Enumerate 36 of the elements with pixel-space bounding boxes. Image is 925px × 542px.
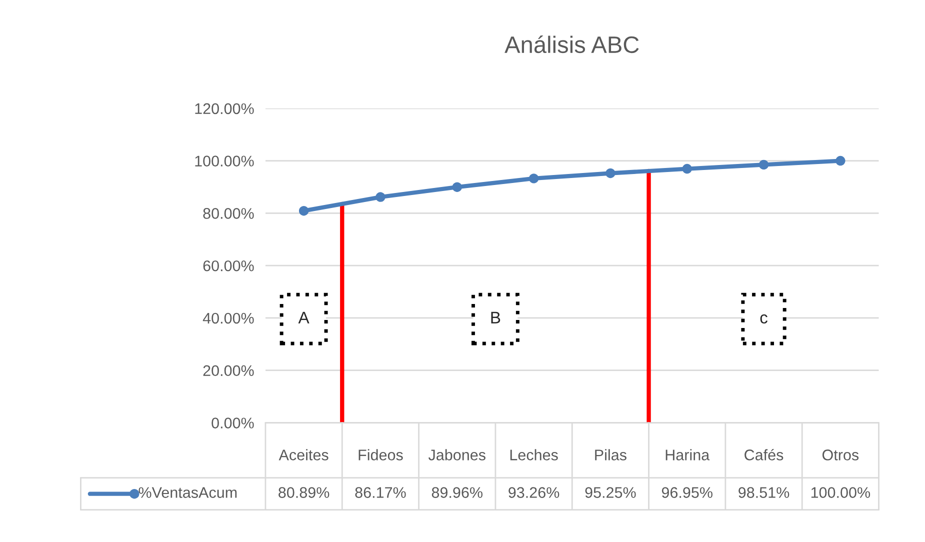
text: 93.26% [508,487,560,498]
point [682,164,692,174]
text: 100.00% [811,487,870,498]
x-tick-label: Pilas [595,449,626,460]
x-tick-label: Jabones [428,449,486,460]
annotation: B [491,312,500,324]
y-tick-label: 120.00% [195,103,254,114]
point [376,192,386,202]
annotation: c [760,314,768,324]
point [298,206,309,216]
text: 95.25% [585,487,636,498]
text: 98.51% [738,487,790,498]
legend-label: %VentasAcum [138,487,237,498]
y-tick-label: 0.00% [212,418,254,428]
point [528,174,539,184]
x-tick-label: Leches [510,449,558,460]
y-tick-label: 40.00% [202,312,254,324]
text: 89.96% [432,487,482,498]
text: 96.95% [662,487,712,498]
point [836,156,846,166]
point [606,168,616,178]
y-tick-label: 20.00% [203,365,254,376]
x-tick-label: Aceites [278,449,328,460]
annotation: A [298,312,310,324]
text: 86.17% [355,487,406,498]
chart-title: Análisis ABC [504,35,639,54]
y-tick-label: 100.00% [195,156,254,166]
y-tick-label: 60.00% [203,260,254,272]
y-tick-label: 80.00% [203,208,254,219]
x-tick-label: Cafés [744,448,784,460]
point [758,160,769,170]
x-tick-label: Harina [666,449,710,460]
point [452,182,462,192]
text: 80.89% [278,487,330,498]
x-tick-label: Fideos [358,449,403,460]
x-tick-label: Otros [822,450,859,460]
